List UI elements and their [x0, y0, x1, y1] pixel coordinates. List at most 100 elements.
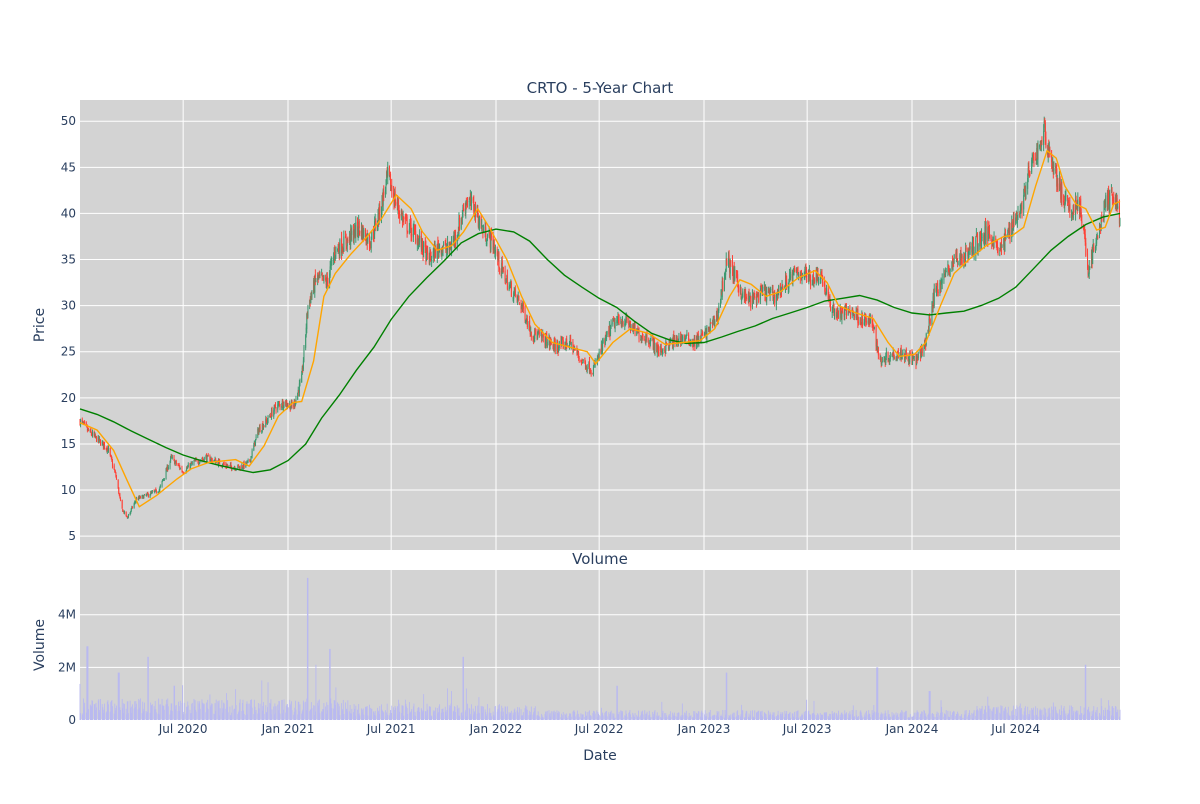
volume-bar — [983, 709, 985, 720]
candle-body — [988, 227, 990, 231]
volume-bar — [745, 713, 747, 720]
volume-bar — [708, 712, 710, 720]
candle-body — [223, 463, 225, 465]
candle-body — [887, 351, 889, 361]
volume-bar — [644, 710, 646, 720]
volume-bar — [421, 709, 423, 720]
candle-body — [541, 334, 543, 338]
volume-bar — [787, 713, 789, 720]
volume-bar — [1073, 710, 1075, 720]
volume-bar — [450, 703, 452, 720]
candle-body — [600, 350, 602, 353]
candle-body — [492, 235, 494, 251]
candle-body — [454, 232, 456, 244]
candle-body — [864, 314, 866, 323]
volume-bar — [393, 714, 395, 720]
volume-bar — [102, 707, 104, 720]
candle-body — [581, 360, 583, 362]
candle-body — [708, 326, 710, 330]
candle-body — [357, 233, 359, 235]
volume-bar — [331, 708, 333, 720]
volume-bar — [109, 711, 111, 720]
volume-bar — [245, 703, 247, 720]
volume-bar — [171, 703, 173, 720]
volume-bar — [840, 712, 842, 720]
volume-bar — [203, 703, 205, 720]
volume-bar — [259, 703, 261, 720]
candle-body — [1114, 198, 1116, 203]
candle-body — [606, 331, 608, 335]
price-y-tick-label: 10 — [61, 483, 76, 497]
volume-bar — [365, 706, 367, 720]
volume-bar — [1096, 707, 1098, 720]
candle-body — [289, 403, 291, 411]
candle-body — [275, 408, 277, 411]
volume-bar — [106, 711, 108, 720]
volume-bar — [645, 713, 647, 720]
volume-bar — [931, 713, 933, 720]
volume-bar — [395, 707, 397, 720]
volume-bar — [800, 717, 802, 720]
candle-body — [999, 248, 1001, 250]
volume-bar — [979, 710, 981, 720]
volume-bar — [281, 700, 283, 720]
volume-bar — [819, 712, 821, 720]
candle-body — [134, 501, 136, 503]
volume-bar — [463, 656, 464, 720]
candle-body — [505, 282, 507, 284]
candle-body — [689, 344, 691, 347]
candle-body — [983, 234, 985, 244]
volume-bar — [1048, 715, 1050, 720]
volume-bar — [709, 712, 711, 720]
volume-bar — [367, 715, 369, 720]
volume-bar — [417, 707, 419, 720]
x-tick-label: Jan 2024 — [885, 722, 939, 736]
candle-body — [1048, 145, 1050, 154]
candle-body — [442, 247, 444, 251]
candle-body — [907, 353, 909, 360]
volume-bar — [600, 707, 602, 720]
volume-bar — [661, 713, 663, 720]
candle-body — [1104, 201, 1106, 204]
volume-bar — [135, 703, 137, 720]
x-tick-label: Jan 2023 — [677, 722, 731, 736]
volume-bar — [686, 715, 688, 720]
candle-body — [835, 309, 837, 317]
candle-body — [410, 219, 412, 223]
candle-body — [410, 225, 412, 237]
volume-bar — [955, 716, 957, 720]
volume-bar — [269, 702, 271, 720]
candle-body — [171, 456, 173, 458]
volume-bar — [1089, 711, 1091, 720]
candle-body — [1053, 168, 1055, 172]
candle-body — [145, 494, 147, 496]
candle-body — [911, 352, 913, 362]
candle-body — [845, 306, 847, 309]
volume-bar — [508, 712, 510, 720]
volume-bar — [665, 715, 667, 720]
candle-body — [869, 317, 871, 324]
volume-bar — [948, 717, 950, 720]
candle-body — [155, 490, 157, 493]
volume-bar — [682, 715, 684, 720]
candle-body — [625, 315, 627, 318]
candle-body — [1091, 252, 1093, 264]
volume-bar — [553, 712, 555, 720]
volume-bar — [765, 714, 767, 720]
volume-bar — [688, 712, 690, 720]
volume-bar — [198, 703, 200, 720]
candle-body — [818, 280, 820, 284]
volume-bar — [201, 699, 203, 720]
volume-bar — [961, 714, 963, 720]
candle-body — [836, 310, 838, 319]
candle-body — [194, 460, 196, 461]
volume-bar — [468, 707, 470, 720]
candle-body — [377, 212, 379, 225]
candle-body — [932, 296, 934, 310]
volume-bar — [534, 706, 536, 720]
volume-bar — [386, 712, 388, 720]
candle-body — [330, 259, 332, 265]
candle-body — [873, 326, 875, 331]
volume-bar — [537, 711, 539, 720]
